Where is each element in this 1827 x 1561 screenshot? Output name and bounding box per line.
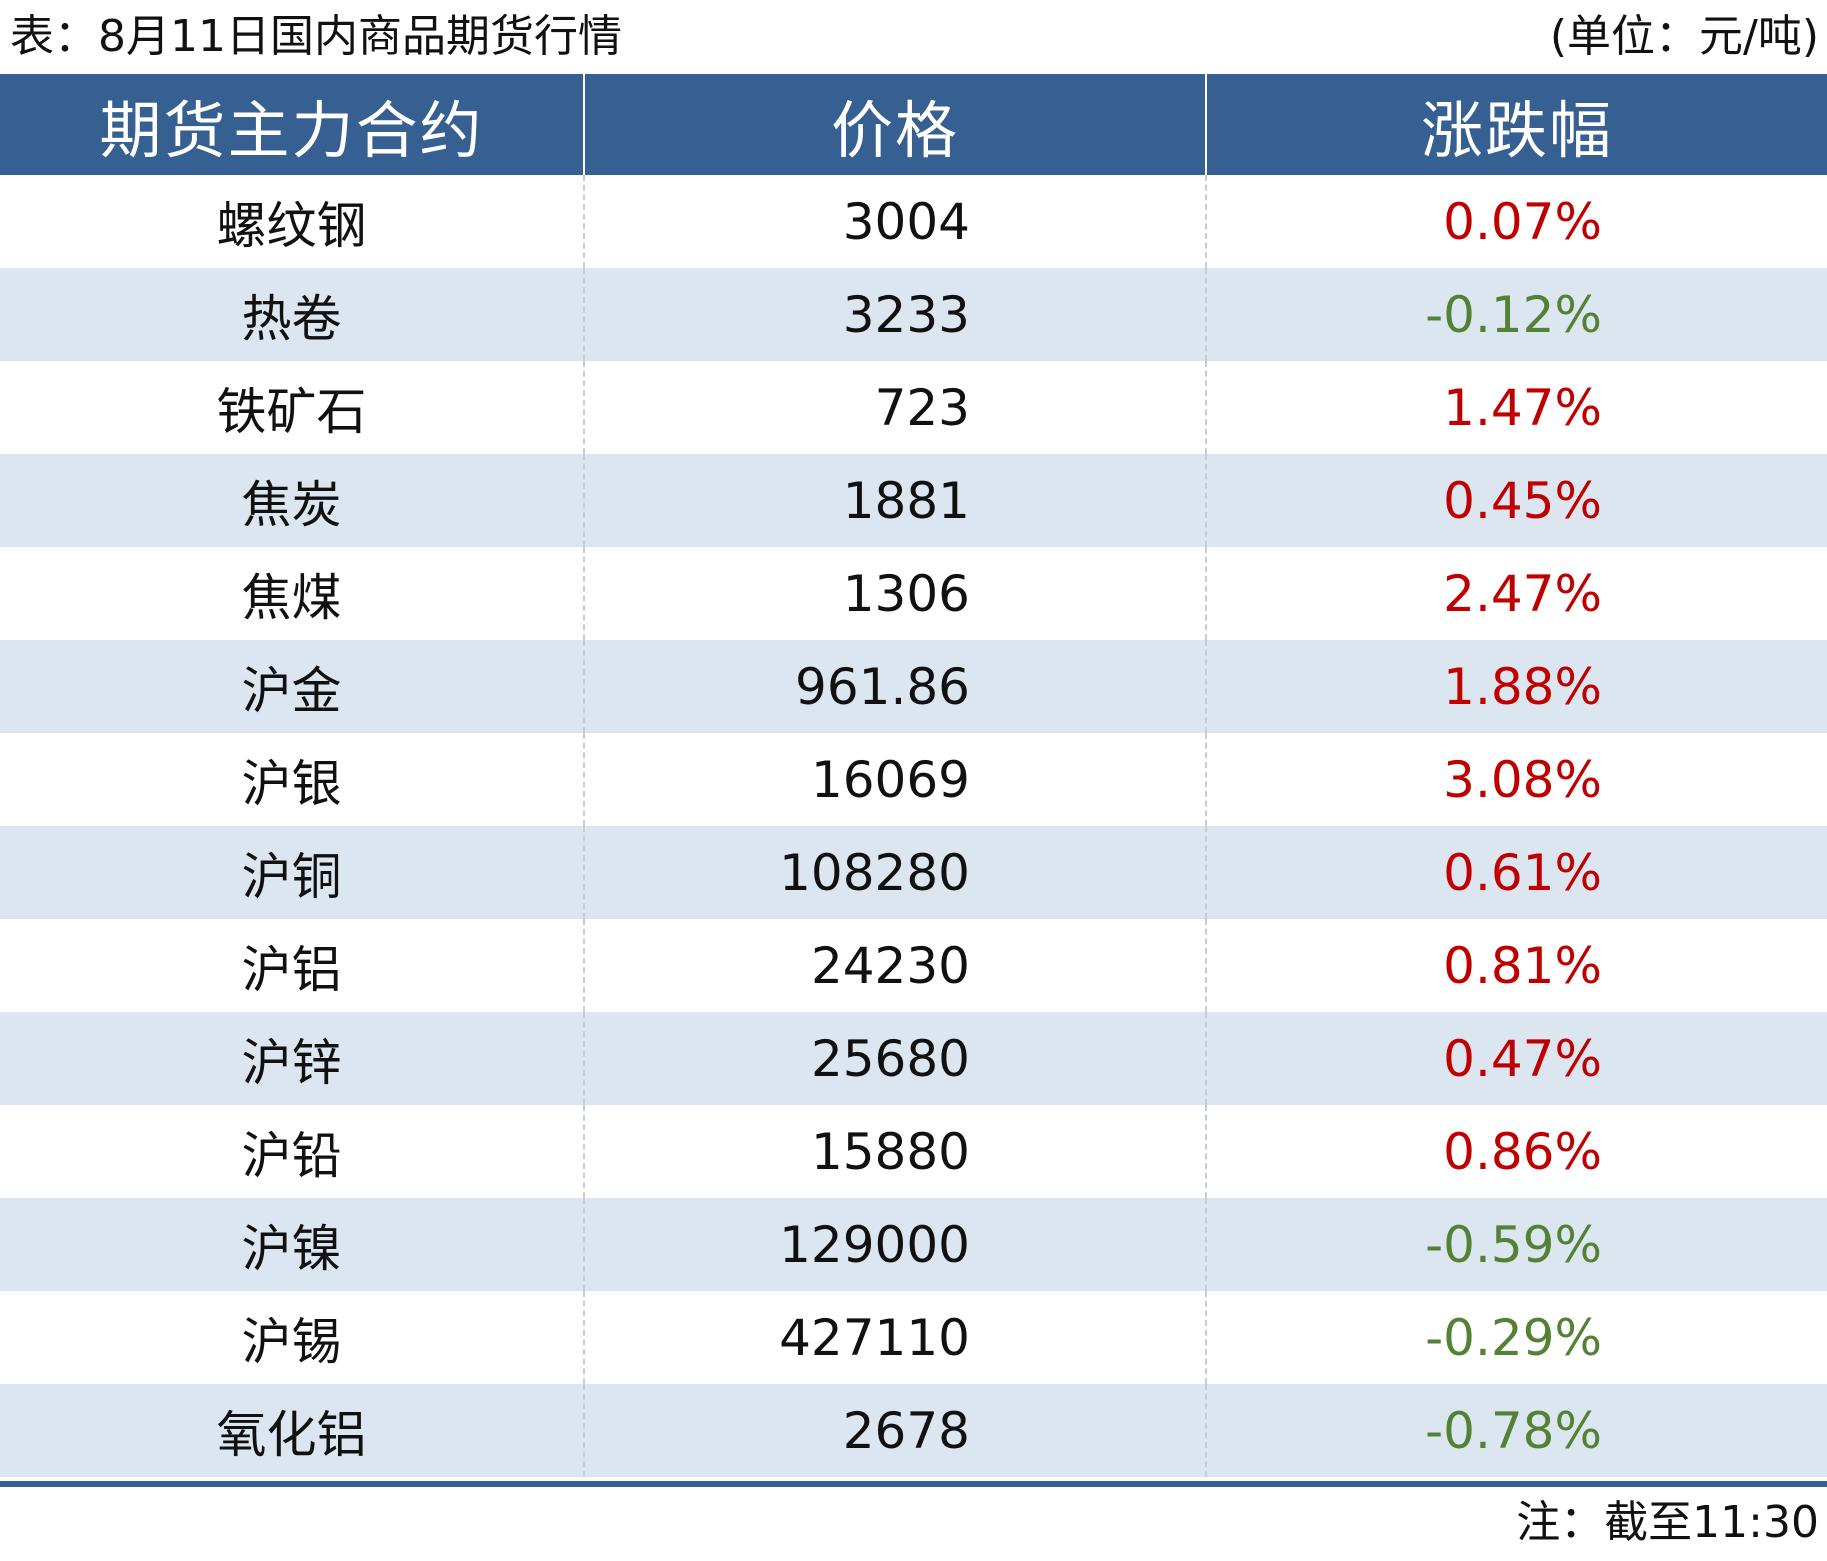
header-row: 期货主力合约 价格 涨跌幅 bbox=[0, 74, 1827, 175]
futures-quote-table: 期货主力合约 价格 涨跌幅 螺纹钢 3004 0.07% 热卷 3233 -0.12% 铁矿… bbox=[0, 74, 1827, 1477]
table-row: 沪铜 108280 0.61% bbox=[0, 826, 1827, 919]
change-cell: -0.29% bbox=[1205, 1291, 1827, 1384]
price-cell: 723 bbox=[583, 361, 1206, 454]
contract-name-cell: 焦煤 bbox=[241, 568, 342, 627]
table-row: 沪锡 427110 -0.29% bbox=[0, 1291, 1827, 1384]
contract-name-cell: 螺纹钢 bbox=[216, 196, 367, 255]
change-cell: 1.88% bbox=[1205, 640, 1827, 733]
price-cell: 1881 bbox=[583, 454, 1206, 547]
change-cell: 2.47% bbox=[1205, 547, 1827, 640]
contract-name-cell: 热卷 bbox=[0, 268, 584, 361]
change-cell: 1.47% bbox=[1205, 361, 1827, 454]
table-row: 沪锌 25680 0.47% bbox=[0, 1012, 1827, 1105]
contract-name-cell: 铁矿石 bbox=[216, 382, 367, 441]
table-row: 沪银 16069 3.08% bbox=[0, 733, 1827, 826]
price-cell: 2678 bbox=[583, 1384, 1206, 1477]
price-cell: 1306 bbox=[583, 547, 1206, 640]
change-cell: 0.47% bbox=[1205, 1012, 1827, 1105]
table-row: 氧化铝 2678 -0.78% bbox=[0, 1384, 1827, 1477]
footnote: 注：截至11:30 bbox=[1516, 1497, 1819, 1548]
price-cell: 108280 bbox=[583, 826, 1206, 919]
contract-name-cell: 沪锡 bbox=[241, 1312, 342, 1371]
change-cell: 0.45% bbox=[1205, 454, 1827, 547]
price-cell: 24230 bbox=[583, 919, 1206, 1012]
price-cell: 129000 bbox=[583, 1198, 1206, 1291]
change-cell: -0.59% bbox=[1205, 1198, 1827, 1291]
bottom-rule bbox=[0, 1481, 1827, 1487]
unit-label: (单位：元/吨) bbox=[1549, 11, 1819, 62]
contract-name-cell: 焦炭 bbox=[0, 454, 584, 547]
column-header-price: 价格 bbox=[583, 74, 1206, 175]
price-cell: 427110 bbox=[583, 1291, 1206, 1384]
table-row: 沪金 961.86 1.88% bbox=[0, 640, 1827, 733]
price-cell: 3004 bbox=[583, 175, 1206, 268]
column-header-change: 涨跌幅 bbox=[1205, 74, 1827, 175]
column-header-contract: 期货主力合约 bbox=[0, 74, 584, 175]
table-row: 焦炭 1881 0.45% bbox=[0, 454, 1827, 547]
contract-name-cell: 沪铝 bbox=[241, 940, 342, 999]
price-cell: 961.86 bbox=[583, 640, 1206, 733]
price-cell: 15880 bbox=[583, 1105, 1206, 1198]
change-cell: -0.12% bbox=[1205, 268, 1827, 361]
table-caption: 表：8月11日国内商品期货行情 bbox=[10, 11, 622, 62]
change-cell: 0.61% bbox=[1205, 826, 1827, 919]
contract-name-cell: 沪铜 bbox=[0, 826, 584, 919]
change-cell: 3.08% bbox=[1205, 733, 1827, 826]
price-cell: 16069 bbox=[583, 733, 1206, 826]
contract-name-cell: 沪镍 bbox=[0, 1198, 584, 1291]
change-cell: 0.07% bbox=[1205, 175, 1827, 268]
table-row: 沪镍 129000 -0.59% bbox=[0, 1198, 1827, 1291]
price-cell: 3233 bbox=[583, 268, 1206, 361]
table-body: 螺纹钢 3004 0.07% 热卷 3233 -0.12% 铁矿石 723 1.47% 焦炭 188… bbox=[0, 175, 1827, 1477]
contract-name-cell: 沪金 bbox=[0, 640, 584, 733]
table-row: 螺纹钢 3004 0.07% bbox=[0, 175, 1827, 268]
change-cell: 0.81% bbox=[1205, 919, 1827, 1012]
change-cell: 0.86% bbox=[1205, 1105, 1827, 1198]
table-row: 焦煤 1306 2.47% bbox=[0, 547, 1827, 640]
contract-name-cell: 沪铅 bbox=[241, 1126, 342, 1185]
table-row: 沪铝 24230 0.81% bbox=[0, 919, 1827, 1012]
change-cell: -0.78% bbox=[1205, 1384, 1827, 1477]
table-row: 热卷 3233 -0.12% bbox=[0, 268, 1827, 361]
table-row: 铁矿石 723 1.47% bbox=[0, 361, 1827, 454]
contract-name-cell: 沪锌 bbox=[0, 1012, 584, 1105]
price-cell: 25680 bbox=[583, 1012, 1206, 1105]
table-row: 沪铅 15880 0.86% bbox=[0, 1105, 1827, 1198]
contract-name-cell: 沪银 bbox=[241, 754, 342, 813]
contract-name-cell: 氧化铝 bbox=[0, 1384, 584, 1477]
